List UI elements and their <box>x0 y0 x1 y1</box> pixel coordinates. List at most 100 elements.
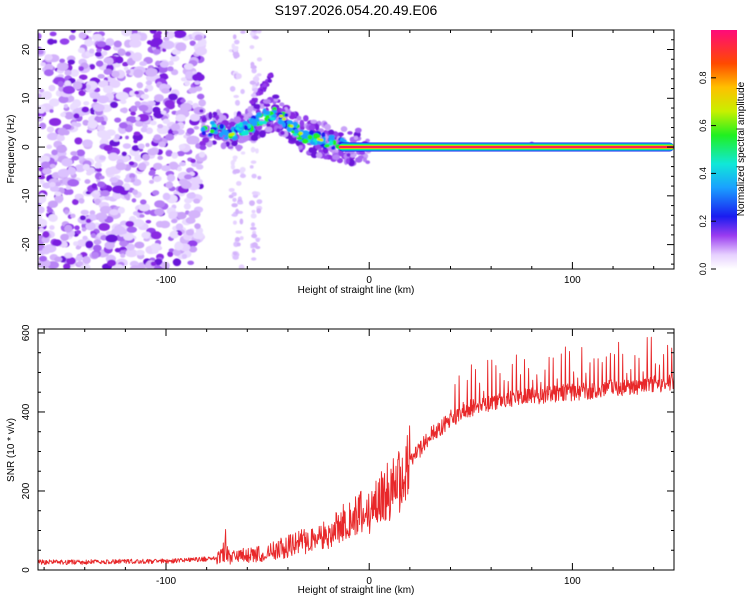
heatmap-cell <box>250 146 256 153</box>
heatmap-cell <box>71 155 80 161</box>
colorbar-tick-label: 0.6 <box>698 119 708 132</box>
heatmap-cell <box>88 48 95 54</box>
heatmap-cell <box>309 141 316 145</box>
colorbar: 0.0 0.2 0.4 0.6 0.8 Normalized spectral ampl… <box>698 30 747 275</box>
heatmap-cell <box>61 147 66 153</box>
heatmap-cell <box>252 87 259 92</box>
heatmap-cell <box>252 230 257 235</box>
heatmap-cell <box>255 245 261 250</box>
heatmap-cell <box>70 30 76 33</box>
heatmap-cell <box>94 198 101 206</box>
spectrogram-ytick-label: 20 <box>21 44 32 56</box>
heatmap-cell <box>242 136 247 143</box>
heatmap-cell <box>49 109 54 113</box>
heatmap-cell <box>64 209 69 215</box>
heatmap-cell <box>175 223 184 231</box>
heatmap-cell <box>101 120 107 126</box>
heatmap-cell <box>42 182 52 189</box>
heatmap-cell <box>59 38 70 45</box>
heatmap-cell <box>229 86 236 92</box>
heatmap-cell <box>250 134 258 142</box>
heatmap-cell <box>138 162 147 171</box>
carrier-band <box>338 145 674 149</box>
heatmap-cell <box>130 111 136 116</box>
heatmap-cell <box>348 158 355 167</box>
heatmap-cell <box>154 208 165 216</box>
heatmap-cell <box>63 129 70 136</box>
heatmap-cell <box>232 197 237 202</box>
snr-background <box>38 329 674 570</box>
heatmap-cell <box>99 205 112 214</box>
heatmap-cell <box>41 90 53 100</box>
heatmap-cell <box>81 106 90 113</box>
heatmap-cell <box>249 165 254 169</box>
heatmap-cell <box>82 119 90 126</box>
heatmap-cell <box>251 30 258 33</box>
heatmap-cell <box>73 241 79 247</box>
heatmap-cell <box>145 219 152 224</box>
heatmap-cell <box>236 242 241 247</box>
heatmap-cell <box>97 74 105 79</box>
heatmap-cell <box>42 167 52 175</box>
heatmap-cell <box>64 252 73 259</box>
carrier-band-layer <box>338 142 674 152</box>
heatmap-cell <box>142 153 150 161</box>
heatmap-cell <box>106 259 117 267</box>
heatmap-cell <box>129 265 141 269</box>
heatmap-cell <box>324 123 331 131</box>
heatmap-cell <box>314 123 320 131</box>
heatmap-cell <box>233 53 239 59</box>
heatmap-cell <box>199 144 207 151</box>
heatmap-cell <box>98 222 110 231</box>
heatmap-cell <box>337 132 344 137</box>
heatmap-cell <box>251 209 256 214</box>
heatmap-cell <box>88 119 98 129</box>
heatmap-cell <box>48 117 62 127</box>
heatmap-cell <box>133 131 141 136</box>
heatmap-cell <box>84 39 94 47</box>
heatmap-cell <box>173 30 187 39</box>
heatmap-cell <box>148 179 155 184</box>
heatmap-cell <box>280 130 285 136</box>
heatmap-cell <box>357 155 364 159</box>
heatmap-cell <box>134 154 143 162</box>
heatmap-cell <box>125 135 129 140</box>
heatmap-cell <box>307 134 313 140</box>
heatmap-cell <box>220 142 227 150</box>
heatmap-cell <box>322 147 329 154</box>
heatmap-cell <box>231 140 238 147</box>
heatmap-cell <box>54 191 62 197</box>
heatmap-cell <box>128 161 135 166</box>
spectrogram-ytick-label: -20 <box>21 237 32 252</box>
heatmap-cell <box>160 261 170 269</box>
heatmap-cell <box>144 88 149 93</box>
heatmap-cell <box>199 109 204 113</box>
heatmap-cell <box>160 110 167 115</box>
heatmap-cell <box>324 144 330 148</box>
heatmap-cell <box>218 131 224 138</box>
heatmap-cell <box>98 175 105 180</box>
heatmap-cell <box>247 106 253 113</box>
heatmap-cell <box>68 34 76 41</box>
heatmap-cell <box>246 112 253 118</box>
heatmap-cell <box>238 121 243 128</box>
heatmap-cell <box>75 230 81 235</box>
heatmap-cell <box>117 206 125 214</box>
heatmap-cell <box>279 114 284 118</box>
heatmap-cell <box>179 45 186 52</box>
heatmap-cell <box>49 185 60 192</box>
heatmap-cell <box>111 70 120 78</box>
colorbar-tick-label: 0.4 <box>698 167 708 180</box>
heatmap-cell <box>39 122 47 130</box>
heatmap-cell <box>166 31 175 39</box>
heatmap-cell <box>60 112 66 118</box>
heatmap-cell <box>173 190 179 196</box>
heatmap-cell <box>152 190 160 196</box>
spectrogram-xlabel: Height of straight line (km) <box>298 285 415 296</box>
heatmap-cell <box>189 40 196 46</box>
heatmap-cell <box>308 147 315 154</box>
heatmap-cell <box>38 49 44 55</box>
heatmap-cell <box>181 253 188 259</box>
heatmap-cell <box>328 129 335 135</box>
heatmap-cell <box>159 61 169 68</box>
